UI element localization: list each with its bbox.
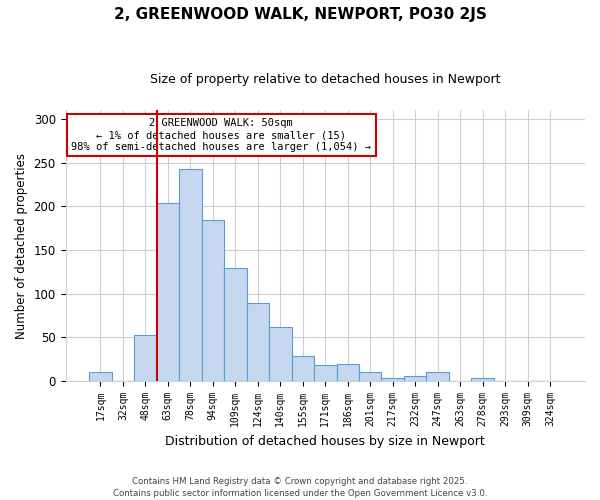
X-axis label: Distribution of detached houses by size in Newport: Distribution of detached houses by size … <box>166 434 485 448</box>
Title: Size of property relative to detached houses in Newport: Size of property relative to detached ho… <box>150 72 500 86</box>
Bar <box>89 372 112 381</box>
Bar <box>382 378 404 381</box>
Text: 2, GREENWOOD WALK, NEWPORT, PO30 2JS: 2, GREENWOOD WALK, NEWPORT, PO30 2JS <box>113 8 487 22</box>
Bar <box>157 203 179 381</box>
Bar <box>337 364 359 381</box>
Bar <box>359 372 382 381</box>
Text: Contains HM Land Registry data © Crown copyright and database right 2025.
Contai: Contains HM Land Registry data © Crown c… <box>113 476 487 498</box>
Bar <box>314 366 337 381</box>
Bar <box>202 220 224 381</box>
Bar <box>247 304 269 381</box>
Bar <box>179 169 202 381</box>
Bar <box>292 356 314 381</box>
Bar <box>224 268 247 381</box>
Bar <box>427 372 449 381</box>
Bar <box>134 335 157 381</box>
Bar <box>269 327 292 381</box>
Text: 2 GREENWOOD WALK: 50sqm
← 1% of detached houses are smaller (15)
98% of semi-det: 2 GREENWOOD WALK: 50sqm ← 1% of detached… <box>71 118 371 152</box>
Y-axis label: Number of detached properties: Number of detached properties <box>15 152 28 338</box>
Bar <box>472 378 494 381</box>
Bar <box>404 376 427 381</box>
